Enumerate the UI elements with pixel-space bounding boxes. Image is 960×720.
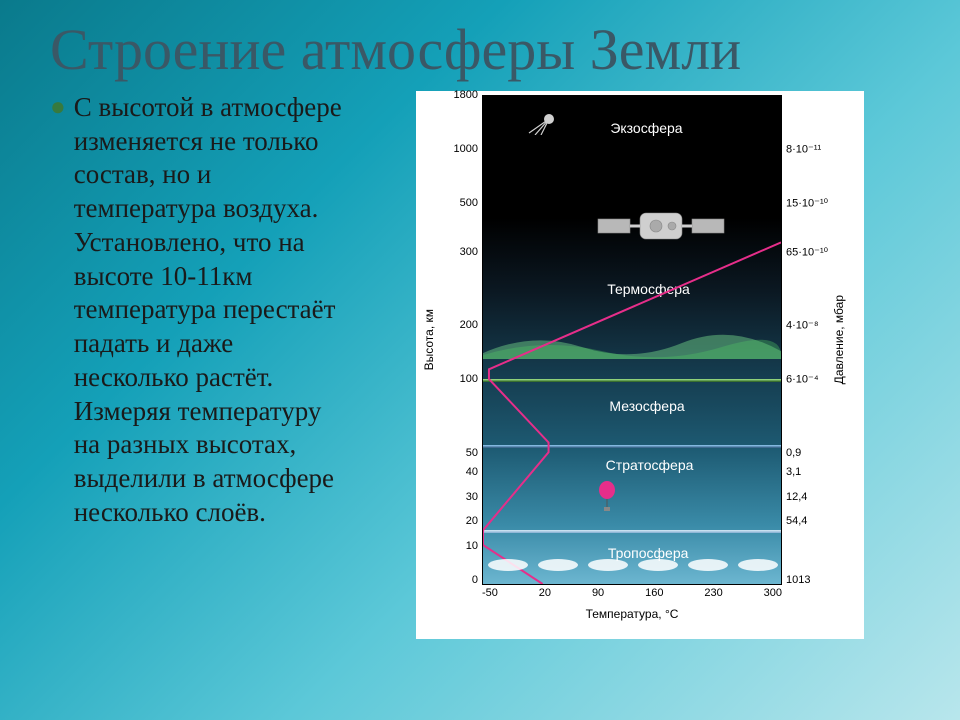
pressure-tick: 6·10⁻⁴ [786,373,819,386]
y-tick: 40 [466,466,478,478]
x-tick: 160 [645,587,663,607]
chart-column: Высота, км 18001000500300200100504030201… [370,91,910,700]
y-tick: 30 [466,491,478,503]
bullet-icon: ● [50,91,66,530]
x-axis-ticks: -50 20 90 160 230 300 [482,585,782,607]
y-tick: 20 [466,515,478,527]
pressure-tick: 0,9 [786,447,801,459]
content-row: ● С высотой в атмосфере изменяется не то… [50,91,910,700]
y-tick: 50 [466,447,478,459]
pressure-tick: 54,4 [786,515,807,527]
y-tick: 1800 [454,89,478,101]
pressure-tick: 15·10⁻¹⁰ [786,196,828,209]
y-tick: 500 [460,197,478,209]
x-tick: 300 [764,587,782,607]
sputnik-icon [525,111,561,135]
bullet-item: ● С высотой в атмосфере изменяется не то… [50,91,350,530]
y-tick: 100 [460,373,478,385]
x-tick: 20 [539,587,551,607]
balloon-icon [596,481,618,511]
page-title: Строение атмосферы Земли [50,20,910,81]
x-tick: 230 [704,587,722,607]
plot-area: ЭкзосфераТермосфераМезосфераСтратосфераТ… [482,95,782,585]
y-axis-ticks: 1800100050030020010050403020100 [448,95,482,585]
pressure-tick: 1013 [786,574,810,586]
atmosphere-chart: Высота, км 18001000500300200100504030201… [416,91,864,639]
x-tick: 90 [592,587,604,607]
pressure-tick: 3,1 [786,466,801,478]
pressure-tick: 65·10⁻¹⁰ [786,245,828,258]
temperature-line [483,96,781,584]
clouds-icon [483,555,781,573]
y-tick: 200 [460,319,478,331]
pressure-axis-label: Давление, мбар [832,295,858,384]
y-tick: 300 [460,246,478,258]
body-text-column: ● С высотой в атмосфере изменяется не то… [50,91,350,700]
pressure-tick: 8·10⁻¹¹ [786,142,821,155]
pressure-tick: 4·10⁻⁸ [786,319,818,332]
y-tick: 1000 [454,143,478,155]
x-tick: -50 [482,587,498,607]
body-text: С высотой в атмосфере изменяется не толь… [74,91,350,530]
y-tick: 0 [472,574,478,586]
y-tick: 10 [466,540,478,552]
pressure-axis-ticks: 8·10⁻¹¹ 15·10⁻¹⁰ 65·10⁻¹⁰ 4·10⁻⁸ 6·10⁻⁴ 0,9 3,… [782,95,832,585]
satellite-icon [596,203,726,251]
y-axis-label: Высота, км [422,309,448,370]
x-axis-label: Температура, °C [482,607,782,635]
pressure-tick: 12,4 [786,491,807,503]
